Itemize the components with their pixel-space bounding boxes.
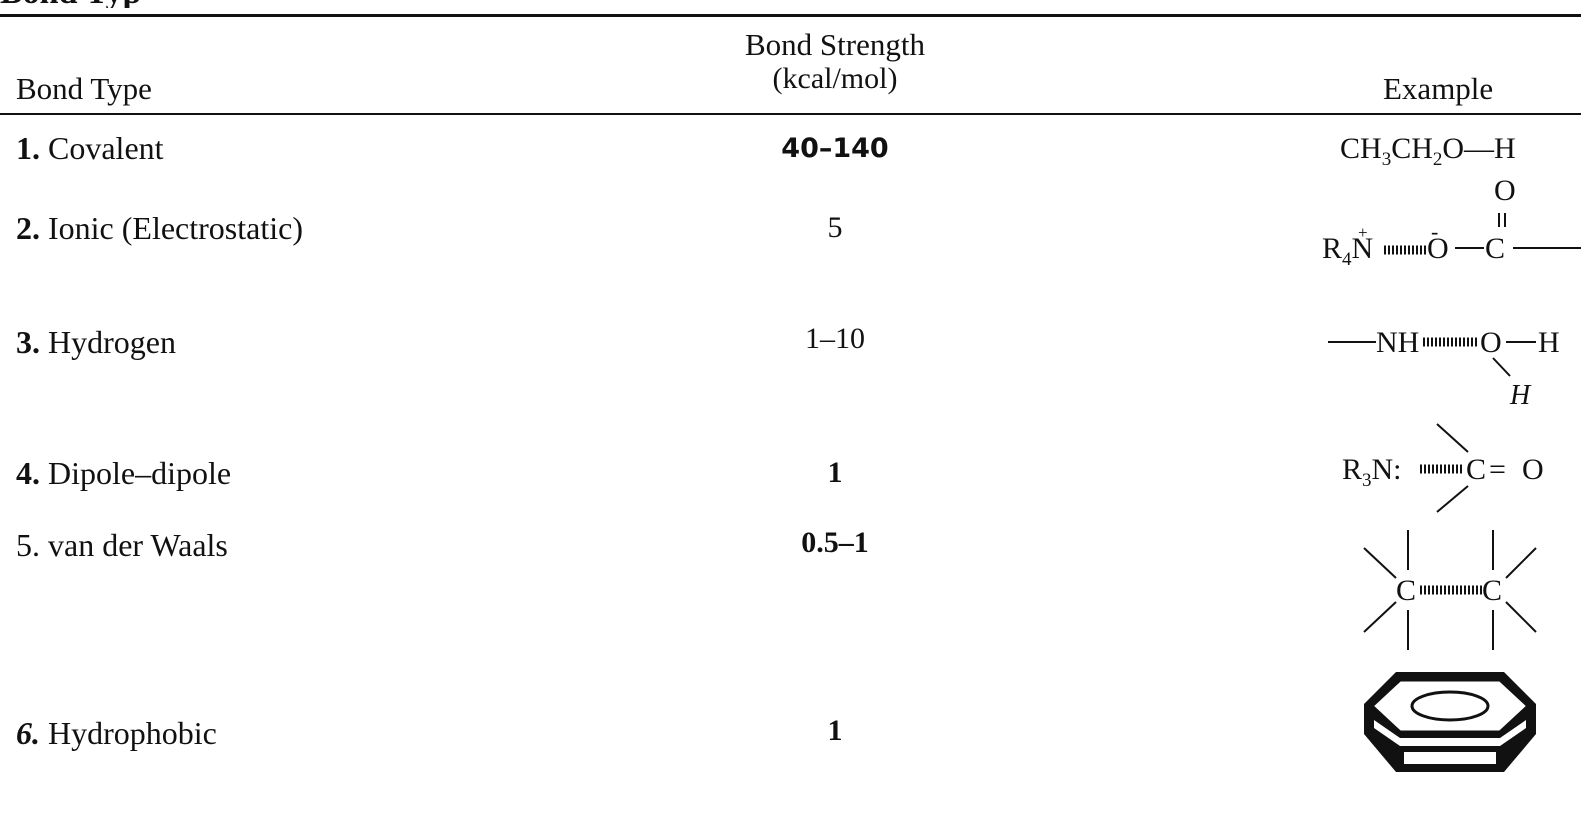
- header-rule: [0, 113, 1581, 115]
- header-example: Example: [1383, 71, 1494, 106]
- table-title-fragment: Bond Typ: [0, 0, 320, 8]
- table-row: 1. Covalent: [16, 130, 164, 166]
- row-number: 1.: [16, 130, 40, 166]
- ex-h: H: [1538, 326, 1560, 359]
- header-bond-type: Bond Type: [16, 71, 152, 106]
- svg-text:R3N:: R3N:: [1342, 453, 1402, 491]
- table-row: 6. Hydrophobic: [16, 715, 217, 751]
- row-strength: 1: [827, 714, 843, 747]
- svg-text:R4N: R4N: [1322, 232, 1373, 270]
- ex-oh: O—H: [1442, 132, 1515, 165]
- row-number: 4.: [16, 455, 40, 491]
- row-number: 3.: [16, 324, 40, 360]
- dipole-example-structure: R3N: C = O: [1342, 422, 1557, 522]
- svg-text:CH3CH2O—H: CH3CH2O—H: [1340, 132, 1516, 170]
- ex-r: R: [1322, 232, 1342, 265]
- row-bond-name: Hydrophobic: [48, 715, 217, 751]
- table-row: 4. Dipole–dipole: [16, 455, 231, 491]
- row-strength: 1–10: [805, 322, 865, 355]
- row-bond-name: Ionic (Electrostatic): [48, 210, 303, 246]
- ex-carbonyl-o: O: [1494, 174, 1516, 207]
- ex-sub-3: 3: [1362, 470, 1372, 491]
- hydrogen-example-structure: NH O H H: [1328, 318, 1578, 418]
- ex-minus-charge: -: [1431, 219, 1438, 244]
- ex-double-bond: =: [1489, 453, 1506, 486]
- ex-sub-4: 4: [1342, 249, 1352, 270]
- header-strength-unit: (kcal/mol): [772, 62, 898, 95]
- top-rule: [0, 14, 1581, 17]
- row-bond-name: Dipole–dipole: [48, 455, 232, 491]
- ex-o: O: [1480, 326, 1502, 359]
- ex-nh: NH: [1376, 326, 1419, 359]
- ionic-example-structure: O R4N + - O C: [1322, 172, 1581, 277]
- ex-n: N: [1352, 232, 1374, 265]
- table-row: 3. Hydrogen: [16, 324, 176, 360]
- hydrophobic-stacked-rings-icon: [1360, 668, 1540, 785]
- row-number-italic: 6.: [16, 715, 40, 751]
- row-strength: 40–140: [781, 133, 889, 164]
- ex-c-right: C: [1482, 574, 1502, 607]
- header-strength-line1: Bond Strength: [745, 27, 925, 62]
- ex-sub-2: 2: [1433, 149, 1443, 170]
- ex-n: N:: [1372, 453, 1402, 486]
- table-row: 2. Ionic (Electrostatic): [16, 210, 303, 246]
- ex-r: R: [1342, 453, 1362, 486]
- row-bond-name: Hydrogen: [48, 324, 176, 360]
- row-strength: 0.5–1: [801, 526, 869, 559]
- ex-o: O: [1427, 232, 1449, 265]
- ex-c-left: C: [1396, 574, 1416, 607]
- ex-c: C: [1485, 232, 1505, 265]
- covalent-example-structure: CH3CH2O—H: [1340, 128, 1560, 175]
- row-bond-name: van der Waals: [48, 527, 228, 563]
- row-strength: 1: [827, 456, 843, 489]
- ex-sub-3: 3: [1382, 149, 1392, 170]
- row-number-plain: 5.: [16, 527, 40, 563]
- table-row: 5. van der Waals: [16, 527, 228, 563]
- row-bond-name: Covalent: [48, 130, 164, 166]
- row-strength: 5: [827, 211, 843, 244]
- ex-o: O: [1522, 453, 1544, 486]
- ex-ch2: CH: [1391, 132, 1433, 165]
- ex-h-lower: H: [1509, 380, 1532, 411]
- van-der-waals-example-structure: C C: [1360, 526, 1540, 657]
- ex-plus-charge: +: [1358, 223, 1368, 242]
- row-number: 2.: [16, 210, 40, 246]
- ex-ch3: CH: [1340, 132, 1382, 165]
- ex-c: C: [1466, 453, 1486, 486]
- header-bond-strength: Bond Strength (kcal/mol): [700, 28, 970, 96]
